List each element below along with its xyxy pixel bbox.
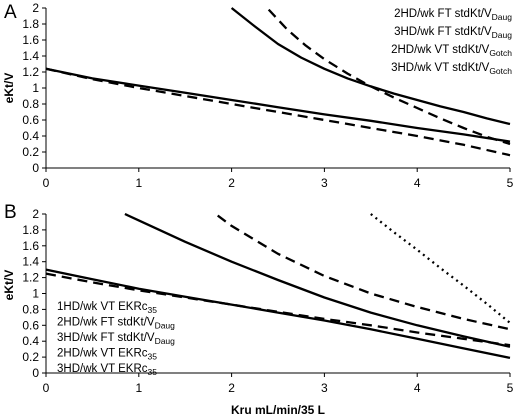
panel-a-legend-entry: 2HD/wk VT stdKt/VGotch [391,44,512,58]
legend-entry-label: 3HD/wk FT stdKt/V [57,332,155,344]
panel-b-x-tick-label: 0 [43,381,50,395]
legend-entry-subscript: Daug [155,321,176,331]
panel-b-series-line-5 [45,268,511,360]
panel-b-y-tick-label: 1.8 [22,223,39,237]
panel-b-series-layer [45,212,511,360]
legend-entry-label: 3HD/wk VT EKRc [57,363,148,375]
legend-entry-subscript: Daug [155,336,176,346]
panel-a-y-tick-label: 0.2 [22,145,39,159]
panel-b-legend-entry: 2HD/wk VT EKRc35 [57,348,157,362]
legend-entry-label: 2HD/wk VT EKRc [57,348,148,360]
panel-b-x-tick-label: 1 [135,381,142,395]
panel-b-y-tick-label: 0.8 [22,302,39,316]
panel-a-y-tick-label: 0 [32,161,39,175]
panel-a-y-tick-label: 0.8 [22,97,39,111]
panel-b-y-tick-label: 1.2 [22,271,39,285]
panel-a-y-tick-label: 1.2 [22,65,39,79]
legend-entry-subscript: 35 [148,352,158,362]
panel-a-y-tick-label: 0.6 [22,113,39,127]
panel-a-y-axis-title: eKt/V [2,73,16,104]
panel-a-x-tick-label: 2 [228,176,235,190]
panel-a-series-line-3 [45,67,511,143]
panel-a-y-tick-label: 0.4 [22,129,39,143]
legend-entry-subscript: Daug [492,30,513,40]
panel-b-y-tick-label: 0.4 [22,334,39,348]
legend-entry-subscript: Gotch [489,66,512,76]
panel-b-series-line-3 [124,212,511,348]
legend-entry-subscript: Gotch [489,48,512,58]
panel-b-y-tick-label: 1 [32,287,39,301]
panel-b-x-tick-label: 2 [228,381,235,395]
legend-entry-subscript: 35 [148,367,158,377]
panel-a-legend-entry: 3HD/wk FT stdKt/VDaug [394,26,512,40]
panel-a-x-tick-label: 5 [507,176,514,190]
panel-b-y-tick-label: 0.2 [22,350,39,364]
panel-b-x-tick-label: 3 [321,381,328,395]
panel-b-series-line-4 [45,272,511,347]
panel-a-legend-entry: 2HD/wk FT stdKt/VDaug [394,8,512,22]
panel-a-legend-entry: 3HD/wk VT stdKt/VGotch [391,62,512,76]
legend-entry-label: 2HD/wk FT stdKt/V [57,317,155,329]
panel-b-y-tick-label: 1.6 [22,239,39,253]
panel-b-x-tick-label: 5 [507,381,514,395]
panel-b-series-line-2 [217,214,511,331]
panel-b-axes: 00.20.40.60.811.21.41.61.820 1 2 3 4 5 [22,207,513,395]
panel-a-letter: A [4,2,17,23]
legend-entry-label: 2HD/wk VT stdKt/V [391,44,490,56]
panel-b-y-tick-label: 0.6 [22,318,39,332]
panel-b-x-axis-title: Kru mL/min/35 L [231,403,325,417]
panel-a-axes: 0 0.2 0.4 0.6 0.8 1 1.2 1.4 1.6 1.8 2 0 1 2 3 4 5 [22,1,513,190]
panel-b-y-tick-label: 2 [32,207,39,221]
panel-a-series-layer [45,7,511,157]
panel-a-y-tick-label: 1.6 [22,33,39,47]
panel-a-series-line-4 [45,67,511,157]
panel-b-letter: B [4,202,17,223]
panel-a-x-tick-label: 1 [135,176,142,190]
panel-b-y-tick-label: 0 [32,366,39,380]
panel-b-legend-entry: 2HD/wk FT stdKt/VDaug [57,317,175,331]
legend-entry-label: 2HD/wk FT stdKt/V [394,8,492,20]
panel-a-y-tick-label: 2 [32,1,39,15]
panel-a-y-tick-label: 1.4 [22,49,39,63]
panel-b-legend-entry: 3HD/wk VT EKRc35 [57,363,157,377]
panel-b-legend-entry: 1HD/wk VT EKRc35 [57,301,157,315]
legend-entry-subscript: Daug [492,12,513,22]
panel-b: B eKt/V Kru mL/min/35 L 00.20.40.60.811.… [2,202,514,417]
panel-b-legend-entry: 3HD/wk FT stdKt/VDaug [57,332,175,346]
legend-entry-label: 3HD/wk VT stdKt/V [391,62,490,74]
panel-a-y-tick-label: 1 [32,81,39,95]
panel-a-x-tick-label: 0 [43,176,50,190]
panel-b-y-axis-title: eKt/V [2,270,16,301]
legend-entry-label: 1HD/wk VT EKRc [57,301,148,313]
panel-a-x-tick-label: 4 [414,176,421,190]
panel-a-x-tick-label: 3 [321,176,328,190]
panel-b-x-tick-label: 4 [414,381,421,395]
panel-b-series-line-1 [370,213,511,324]
legend-entry-label: 3HD/wk FT stdKt/V [394,26,492,38]
panel-a-y-tick-label: 1.8 [22,17,39,31]
legend-entry-subscript: 35 [148,305,158,315]
panel-a: A eKt/V 0 0.2 0.4 0.6 0.8 1 1.2 1.4 1.6 1.8 2 0 1 2 3 4… [2,1,514,190]
panel-b-y-tick-label: 1.4 [22,255,39,269]
